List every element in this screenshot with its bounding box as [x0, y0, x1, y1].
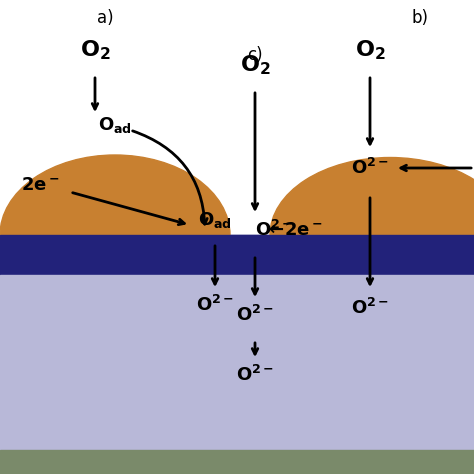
Text: $\mathbf{O^{2-}}$: $\mathbf{O^{2-}}$ — [236, 365, 274, 385]
Text: $\mathbf{O^{2-}}$: $\mathbf{O^{2-}}$ — [196, 295, 234, 315]
Bar — [0, 450, 474, 474]
Text: $\mathbf{\leftarrow\!2e^-}$: $\mathbf{\leftarrow\!2e^-}$ — [265, 221, 323, 239]
Text: $\mathbf{O_{ad}}$: $\mathbf{O_{ad}}$ — [98, 115, 132, 135]
Bar — [0, 450, 474, 474]
Text: a): a) — [97, 9, 113, 27]
Text: $\mathbf{O^{2-}}$: $\mathbf{O^{2-}}$ — [351, 298, 389, 318]
Bar — [0, 275, 474, 450]
Text: c): c) — [247, 46, 263, 64]
Text: $\mathbf{O^{2-}}$: $\mathbf{O^{2-}}$ — [255, 220, 293, 240]
Text: $\mathbf{O^{2-}}$: $\mathbf{O^{2-}}$ — [236, 305, 274, 325]
Text: $\mathbf{O^{2-}}$: $\mathbf{O^{2-}}$ — [351, 158, 389, 178]
Text: $\mathbf{O_2}$: $\mathbf{O_2}$ — [240, 53, 270, 77]
Text: b): b) — [411, 9, 428, 27]
Bar — [0, 235, 474, 275]
Ellipse shape — [0, 155, 230, 315]
Bar — [0, 275, 474, 450]
Ellipse shape — [270, 157, 474, 312]
Bar — [0, 235, 474, 275]
Text: $\mathbf{O_2}$: $\mathbf{O_2}$ — [80, 38, 110, 62]
Text: $\mathbf{O_{ad}}$: $\mathbf{O_{ad}}$ — [198, 210, 232, 230]
Text: $\mathbf{O_2}$: $\mathbf{O_2}$ — [355, 38, 385, 62]
Text: $\mathbf{2e^-}$: $\mathbf{2e^-}$ — [21, 176, 59, 194]
